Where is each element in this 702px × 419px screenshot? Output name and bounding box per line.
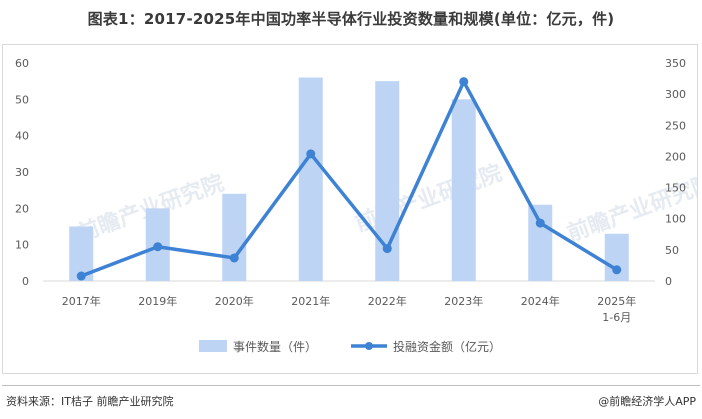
- bar-event-count: [222, 193, 247, 281]
- bar-event-count: [528, 204, 553, 281]
- x-tick-label: 2023年: [444, 294, 483, 308]
- line-point: [459, 77, 469, 87]
- y-right-tick-label: 350: [665, 57, 686, 70]
- line-point: [229, 253, 239, 263]
- bar-event-count: [298, 77, 323, 282]
- chart-area: 前瞻产业研究院前瞻产业研究院前瞻产业研究院0102030405060050100…: [2, 44, 698, 374]
- x-tick-label: 2022年: [368, 294, 407, 308]
- brand-credit: @前瞻经济学人APP: [598, 395, 696, 408]
- line-point: [76, 271, 86, 281]
- y-left-tick-label: 10: [15, 239, 29, 252]
- y-left-tick-label: 0: [22, 275, 29, 288]
- legend-bar-label: 事件数量（件）: [233, 339, 317, 354]
- x-tick-label: 2017年: [62, 294, 101, 308]
- x-tick-label: 2021年: [291, 294, 330, 308]
- y-left-tick-label: 60: [15, 57, 29, 70]
- y-right-tick-label: 250: [665, 119, 686, 132]
- source-note: 资料来源：IT桔子 前瞻产业研究院: [6, 395, 174, 408]
- line-point: [612, 265, 622, 275]
- y-left-tick-label: 40: [15, 130, 29, 143]
- watermark-text: 前瞻产业研究院: [352, 160, 506, 237]
- line-point: [153, 242, 163, 252]
- x-tick-label: 2024年: [521, 294, 560, 308]
- y-right-tick-label: 50: [665, 244, 679, 257]
- chart-title: 图表1：2017-2025年中国功率半导体行业投资数量和规模(单位：亿元，件): [87, 10, 615, 28]
- y-right-tick-label: 100: [665, 213, 686, 226]
- x-tick-label: 2020年: [215, 294, 254, 308]
- legend-line-label: 投融资金额（亿元）: [393, 339, 501, 354]
- line-investment-amount: [80, 79, 618, 278]
- y-left-tick-label: 20: [15, 202, 29, 215]
- bar-event-count: [451, 99, 476, 281]
- legend-line-marker: [365, 342, 373, 350]
- x-tick-label: 2019年: [138, 294, 177, 308]
- y-right-tick-label: 150: [665, 182, 686, 195]
- y-right-tick-label: 200: [665, 150, 686, 163]
- combo-chart: 前瞻产业研究院前瞻产业研究院前瞻产业研究院0102030405060050100…: [15, 57, 697, 354]
- line-point: [306, 149, 316, 159]
- x-tick-label: 2025年: [597, 294, 636, 308]
- legend-bar-swatch: [199, 340, 227, 352]
- y-right-tick-label: 300: [665, 88, 686, 101]
- y-left-tick-label: 50: [15, 93, 29, 106]
- x-tick-label: 1-6月: [602, 311, 631, 324]
- y-left-tick-label: 30: [15, 166, 29, 179]
- footer-divider: [2, 385, 700, 386]
- line-point: [535, 218, 545, 228]
- y-right-tick-label: 0: [665, 275, 672, 288]
- line-point: [382, 244, 392, 254]
